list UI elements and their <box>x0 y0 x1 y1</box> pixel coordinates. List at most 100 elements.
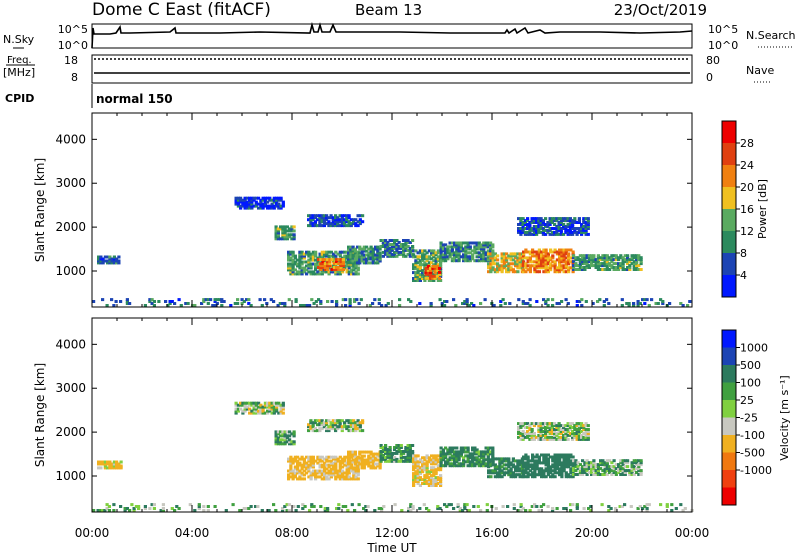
velocity-data-cell <box>376 452 380 456</box>
velocity-data-cell <box>274 509 278 512</box>
power-data-cell <box>314 266 318 270</box>
power-data-cell <box>507 264 511 268</box>
velocity-data-cell <box>580 433 584 437</box>
velocity-data-cell <box>539 437 543 441</box>
velocity-data-cell <box>412 460 416 464</box>
power-data-cell <box>465 298 469 302</box>
power-data-cell <box>573 219 577 223</box>
power-data-cell <box>608 268 612 271</box>
velocity-data-cell <box>569 455 573 459</box>
power-data-cell <box>319 300 323 303</box>
velocity-data-cell <box>448 462 452 466</box>
velocity-data-cell <box>309 461 313 465</box>
velocity-data-cell <box>397 459 401 463</box>
velocity-data-cell <box>630 465 634 469</box>
velocity-data-cell <box>352 477 356 481</box>
power-data-cell <box>349 224 353 228</box>
velocity-data-cell <box>476 505 480 508</box>
velocity-data-cell <box>307 469 311 473</box>
velocity-data-cell <box>528 437 532 441</box>
velocity-data-cell <box>397 446 401 449</box>
power-data-cell <box>487 266 491 270</box>
velocity-data-cell <box>553 469 557 473</box>
power-data-cell <box>518 262 522 266</box>
velocity-data-cell <box>272 401 276 405</box>
velocity-data-cell <box>453 446 457 450</box>
velocity-data-cell <box>352 429 356 433</box>
power-data-cell <box>263 198 267 202</box>
power-data-cell <box>587 256 591 260</box>
power-data-cell <box>571 250 575 254</box>
power-data-cell <box>305 272 309 276</box>
velocity-data-cell <box>329 455 333 459</box>
power-data-cell <box>591 302 595 305</box>
power-data-cell <box>298 256 302 260</box>
velocity-data-cell <box>539 435 543 439</box>
power-data-cell <box>330 268 334 271</box>
velocity-data-cell <box>550 426 554 429</box>
power-data-cell <box>373 298 377 302</box>
power-data-cell <box>454 304 458 307</box>
power-data-cell <box>452 298 456 302</box>
power-data-cell <box>583 258 587 262</box>
power-data-cell <box>502 262 506 266</box>
power-data-cell <box>586 219 590 223</box>
velocity-data-cell <box>498 475 502 479</box>
power-data-cell <box>409 300 413 303</box>
power-data-cell <box>502 258 506 262</box>
velocity-data-cell <box>298 471 302 475</box>
velocity-data-cell <box>577 422 581 426</box>
velocity-data-cell <box>448 450 452 454</box>
velocity-data-cell <box>532 422 536 426</box>
velocity-data-cell <box>564 471 568 475</box>
power-data-cell <box>459 243 463 247</box>
velocity-data-cell <box>412 464 416 468</box>
velocity-data-cell <box>531 475 535 479</box>
power-data-cell <box>592 260 596 264</box>
velocity-data-cell <box>586 437 590 441</box>
velocity-data-cell <box>376 462 380 466</box>
velocity-data-cell <box>309 421 313 425</box>
velocity-data-cell <box>340 427 344 431</box>
velocity-data-cell <box>509 461 513 465</box>
velocity-data-cell <box>296 465 300 469</box>
velocity-data-cell <box>314 475 318 479</box>
velocity-data-cell <box>571 503 575 507</box>
power-data-cell <box>416 273 420 277</box>
velocity-data-cell <box>584 422 588 426</box>
power-data-cell <box>443 300 447 303</box>
velocity-data-cell <box>384 448 388 451</box>
velocity-data-cell <box>448 458 452 462</box>
velocity-data-cell <box>106 462 110 466</box>
velocity-data-cell <box>578 467 582 471</box>
velocity-data-cell <box>607 505 611 508</box>
power-data-cell <box>263 196 267 200</box>
power-data-cell <box>265 302 269 305</box>
power-data-cell <box>283 229 287 233</box>
velocity-data-cell <box>511 471 515 475</box>
velocity-data-cell <box>270 411 274 415</box>
velocity-data-cell <box>243 409 247 413</box>
power-data-cell <box>590 262 594 266</box>
power-data-cell <box>636 304 640 307</box>
power-data-cell <box>539 221 543 224</box>
velocity-data-cell <box>623 503 627 507</box>
velocity-data-cell <box>453 458 457 462</box>
power-data-cell <box>404 239 408 242</box>
power-data-cell <box>441 257 445 261</box>
power-data-cell <box>509 266 513 270</box>
velocity-data-cell <box>268 405 272 409</box>
velocity-data-cell <box>287 457 291 461</box>
power-data-cell <box>444 247 448 251</box>
velocity-data-cell <box>347 464 351 468</box>
velocity-data-cell <box>412 480 416 483</box>
velocity-data-cell <box>331 419 335 423</box>
velocity-data-cell <box>546 453 550 457</box>
velocity-data-cell <box>261 405 265 409</box>
power-data-cell <box>637 268 641 271</box>
velocity-data-cell <box>106 466 110 470</box>
power-data-cell <box>654 302 658 305</box>
power-data-cell <box>553 262 557 266</box>
power-data-cell <box>518 266 522 270</box>
